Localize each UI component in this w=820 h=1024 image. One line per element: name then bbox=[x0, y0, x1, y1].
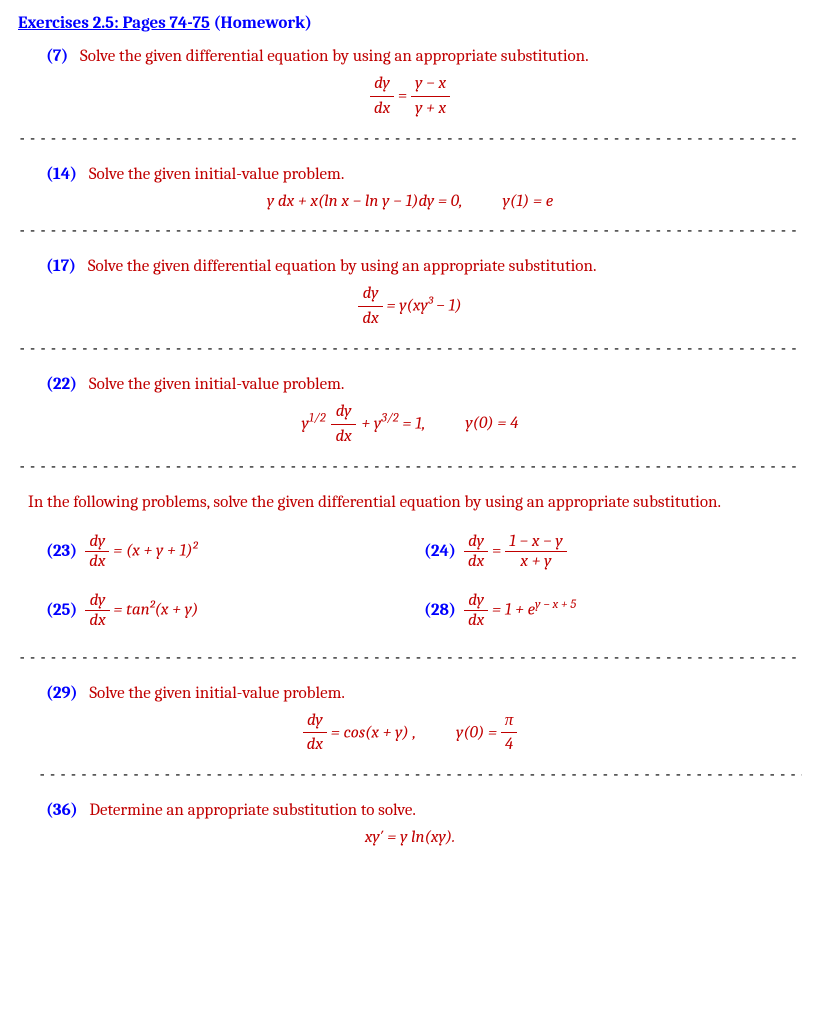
problem-number: (7) bbox=[46, 47, 68, 66]
equation-lhs: = cos(x + y) , bbox=[327, 723, 416, 742]
title-plain: (Homework) bbox=[210, 14, 312, 33]
fraction-denominator: dx bbox=[358, 306, 382, 331]
problem-row-23-24: (23) dydx = (x + y + 1)² (24) dydx = 1 −… bbox=[18, 532, 802, 571]
exponent: y − x + 5 bbox=[535, 597, 576, 611]
equation-lhs: y dx + x(ln x − ln y − 1)dy = 0, bbox=[267, 190, 463, 214]
exponent: 3/2 bbox=[381, 412, 398, 426]
fraction-denominator: dx bbox=[331, 424, 355, 449]
equation-rhs: = (x + y + 1)² bbox=[109, 541, 197, 560]
fraction-numerator: dy bbox=[358, 282, 382, 306]
fraction-denominator: dx bbox=[85, 610, 109, 630]
problem-number: (14) bbox=[46, 165, 77, 184]
problem-28: (28) dydx = 1 + ey − x + 5 bbox=[424, 591, 802, 630]
problem-36: (36) Determine an appropriate substituti… bbox=[18, 801, 802, 820]
equation-body: xy′ = y ln(xy). bbox=[365, 828, 455, 847]
fraction-numerator: dy bbox=[464, 532, 488, 551]
separator: ----------------------------------------… bbox=[18, 341, 802, 357]
problem-24: (24) dydx = 1 − x − yx + y bbox=[424, 532, 802, 571]
fraction-numerator: dy bbox=[303, 709, 327, 733]
problem-number: (25) bbox=[46, 601, 77, 620]
separator: ----------------------------------------… bbox=[18, 223, 802, 239]
equation-rhs: = tan²(x + y) bbox=[110, 600, 199, 619]
problem-22: (22) Solve the given initial-value probl… bbox=[18, 375, 802, 394]
separator: ----------------------------------------… bbox=[18, 131, 802, 147]
problem-number: (22) bbox=[46, 375, 77, 394]
title-underlined: Exercises 2.5: Pages 74-75 bbox=[18, 14, 210, 33]
fraction-numerator: dy bbox=[85, 591, 109, 610]
fraction-numerator: dy bbox=[85, 532, 109, 551]
problem-number: (24) bbox=[424, 542, 456, 561]
equation-condition: y(1) = e bbox=[503, 190, 554, 214]
problem-number: (17) bbox=[46, 257, 76, 276]
fraction-denominator: dx bbox=[464, 551, 488, 571]
problem-row-25-28: (25) dydx = tan²(x + y) (28) dydx = 1 + … bbox=[18, 591, 802, 630]
equation-condition: y(0) = bbox=[456, 723, 501, 742]
problem-text: Solve the given differential equation by… bbox=[80, 47, 589, 66]
problem-text: Determine an appropriate substitution to… bbox=[89, 801, 416, 820]
fraction-numerator: dy bbox=[370, 72, 394, 96]
fraction-numerator: π bbox=[501, 709, 518, 733]
fraction-denominator: dx bbox=[85, 551, 109, 571]
fraction-denominator: dx bbox=[464, 610, 488, 630]
fraction-denominator: dx bbox=[303, 732, 327, 757]
equation-14: y dx + x(ln x − ln y − 1)dy = 0, y(1) = … bbox=[18, 190, 802, 214]
problem-text: Solve the given differential equation by… bbox=[88, 257, 597, 276]
equation-17: dydx = y(xy³ − 1) bbox=[18, 282, 802, 331]
problem-7: (7) Solve the given differential equatio… bbox=[18, 47, 802, 66]
problem-text: Solve the given initial-value problem. bbox=[89, 375, 345, 394]
problem-25: (25) dydx = tan²(x + y) bbox=[46, 591, 424, 630]
equation-part: + y bbox=[358, 414, 381, 433]
separator: ----------------------------------------… bbox=[18, 459, 802, 475]
exponent: 1/2 bbox=[309, 412, 326, 426]
section-intro: In the following problems, solve the giv… bbox=[28, 493, 802, 512]
problem-23: (23) dydx = (x + y + 1)² bbox=[46, 532, 424, 571]
fraction-numerator: dy bbox=[331, 400, 355, 424]
problem-text: Solve the given initial-value problem. bbox=[89, 165, 345, 184]
page-title: Exercises 2.5: Pages 74-75 (Homework) bbox=[18, 14, 802, 33]
fraction-numerator: y − x bbox=[411, 72, 450, 96]
equation-part: = 1, bbox=[399, 414, 426, 433]
fraction-numerator: 1 − x − y bbox=[505, 532, 567, 551]
equation-condition: y(0) = 4 bbox=[465, 412, 518, 436]
equation-rhs: = 1 + e bbox=[488, 600, 535, 619]
equation-22: y1/2 dydx + y3/2 = 1, y(0) = 4 bbox=[18, 400, 802, 449]
equation-36: xy′ = y ln(xy). bbox=[18, 826, 802, 850]
fraction-denominator: y + x bbox=[411, 96, 450, 121]
problem-14: (14) Solve the given initial-value probl… bbox=[18, 165, 802, 184]
fraction-denominator: dx bbox=[370, 96, 394, 121]
separator: ----------------------------------------… bbox=[18, 767, 802, 783]
fraction-denominator: 4 bbox=[501, 732, 518, 757]
problem-number: (29) bbox=[46, 684, 78, 703]
equation-rhs: = y(xy³ − 1) bbox=[383, 297, 462, 316]
problem-17: (17) Solve the given differential equati… bbox=[18, 257, 802, 276]
fraction-denominator: x + y bbox=[505, 551, 567, 571]
problem-29: (29) Solve the given initial-value probl… bbox=[18, 684, 802, 703]
problem-number: (36) bbox=[46, 801, 78, 820]
equation-29: dydx = cos(x + y) , y(0) = π4 bbox=[18, 709, 802, 758]
equation-7: dydx = y − xy + x bbox=[18, 72, 802, 121]
separator: ----------------------------------------… bbox=[18, 650, 802, 666]
problem-number: (28) bbox=[424, 601, 456, 620]
problem-text: Solve the given initial-value problem. bbox=[89, 684, 345, 703]
problem-number: (23) bbox=[46, 542, 77, 561]
fraction-numerator: dy bbox=[464, 591, 488, 610]
